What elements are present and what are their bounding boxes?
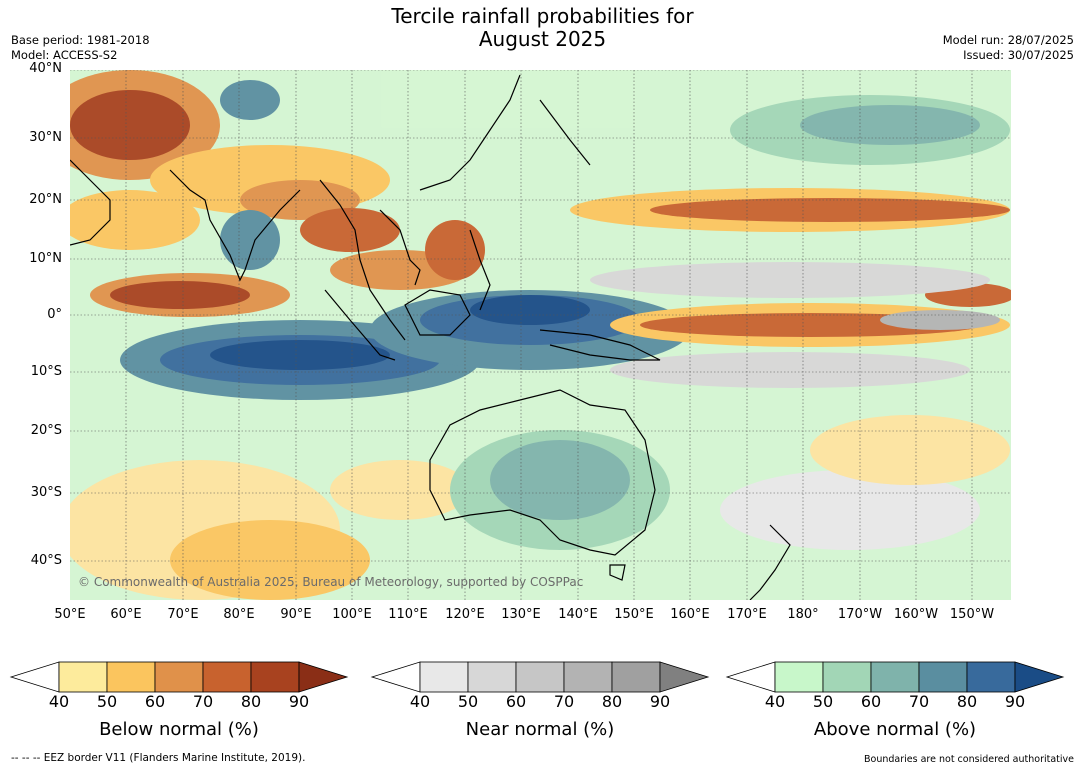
meta-right: Model run: 28/07/2025 Issued: 30/07/2025 [943, 33, 1074, 63]
colorbar-segment [154, 661, 204, 693]
colorbar-title-near: Near normal (%) [465, 719, 615, 740]
lon-label: 70°E [167, 607, 199, 622]
copyright-notice: © Commonwealth of Australia 2025, Bureau… [78, 575, 583, 589]
lon-label: 80°E [223, 607, 255, 622]
colorbar-segment [106, 661, 156, 693]
colorbar-tick: 80 [240, 692, 262, 711]
colorbar-segment [918, 661, 968, 693]
graticule [70, 70, 1011, 600]
lon-label: 110°E [388, 607, 428, 622]
lon-label: 130°E [501, 607, 541, 622]
lat-label: 30°N [29, 130, 62, 145]
colorbar-tick: 70 [192, 692, 214, 711]
colorbar-tick: 80 [956, 692, 978, 711]
colorbar-tick: 70 [908, 692, 930, 711]
model-run: Model run: 28/07/2025 [942, 33, 1074, 47]
map-title: Tercile rainfall probabilities for Augus… [0, 5, 1085, 51]
colorbar-tick: 40 [764, 692, 786, 711]
lat-label: 40°N [29, 61, 62, 76]
colorbar-near-normal [370, 661, 710, 693]
boundary-disclaimer: Boundaries are not considered authoritat… [864, 754, 1074, 765]
coastlines [70, 74, 791, 600]
colorbar-segment [774, 661, 824, 693]
colorbar-segment [419, 661, 469, 693]
colorbar-tick: 90 [1004, 692, 1026, 711]
lon-label: 170°E [727, 607, 767, 622]
colorbar-upper-extension [1014, 661, 1065, 693]
colorbar-segment [202, 661, 252, 693]
lon-label: 120°E [445, 607, 485, 622]
lon-label: 60°E [110, 607, 142, 622]
colorbar-tick: 60 [144, 692, 166, 711]
colorbar-below-normal [9, 661, 349, 693]
colorbar-tick: 80 [601, 692, 623, 711]
colorbar-tick: 40 [48, 692, 70, 711]
colorbar-segment [966, 661, 1016, 693]
lon-label: 100°E [332, 607, 372, 622]
lon-label: 150°E [614, 607, 654, 622]
colorbar-tick: 60 [505, 692, 527, 711]
colorbar-upper-extension [298, 661, 349, 693]
colorbar-tick: 50 [812, 692, 834, 711]
lat-label: 10°N [29, 251, 62, 266]
map-title-line2: August 2025 [478, 27, 607, 51]
lon-label: 160°W [893, 607, 939, 622]
eez-legend: -- -- -- EEZ border V11 (Flanders Marine… [11, 752, 306, 764]
lat-label: 30°S [30, 485, 62, 500]
colorbar-tick: 50 [96, 692, 118, 711]
colorbar-segment [467, 661, 517, 693]
base-period: Base period: 1981-2018 [11, 33, 150, 47]
lat-label: 10°S [30, 364, 62, 379]
colorbar-title-above: Above normal (%) [813, 719, 977, 740]
colorbar-above-normal [725, 661, 1065, 693]
colorbar-segment [515, 661, 565, 693]
colorbar-upper-extension [659, 661, 710, 693]
colorbars [9, 661, 1065, 693]
lon-label: 140°E [558, 607, 598, 622]
issued-date: Issued: 30/07/2025 [963, 48, 1074, 62]
probability-field [70, 70, 1011, 600]
lon-label: 160°E [670, 607, 710, 622]
rainfall-probability-map: © Commonwealth of Australia 2025, Bureau… [70, 70, 1011, 600]
model-name: Model: ACCESS-S2 [11, 48, 118, 62]
colorbar-segment [58, 661, 108, 693]
lat-label: 20°S [30, 423, 62, 438]
colorbar-tick: 90 [649, 692, 671, 711]
lon-label: 150°W [949, 607, 995, 622]
colorbar-lower-extension [9, 661, 60, 693]
colorbar-segment [250, 661, 300, 693]
lon-label: 90°E [280, 607, 312, 622]
colorbar-segment [822, 661, 872, 693]
colorbar-lower-extension [725, 661, 776, 693]
lon-label: 170°W [837, 607, 883, 622]
colorbar-segment [611, 661, 661, 693]
map-title-line1: Tercile rainfall probabilities for [391, 4, 694, 28]
colorbar-tick: 60 [860, 692, 882, 711]
lat-label: 20°N [29, 192, 62, 207]
lon-label: 50°E [54, 607, 86, 622]
colorbar-tick: 40 [409, 692, 431, 711]
lat-label: 0° [47, 307, 62, 322]
colorbar-segment [563, 661, 613, 693]
colorbar-tick: 70 [553, 692, 575, 711]
colorbar-lower-extension [370, 661, 421, 693]
colorbar-segment [870, 661, 920, 693]
colorbar-tick: 90 [288, 692, 310, 711]
colorbar-title-below: Below normal (%) [99, 719, 259, 740]
lat-label: 40°S [30, 553, 62, 568]
meta-left: Base period: 1981-2018 Model: ACCESS-S2 [11, 33, 150, 63]
colorbar-tick: 50 [457, 692, 479, 711]
lon-label: 180° [787, 607, 819, 622]
